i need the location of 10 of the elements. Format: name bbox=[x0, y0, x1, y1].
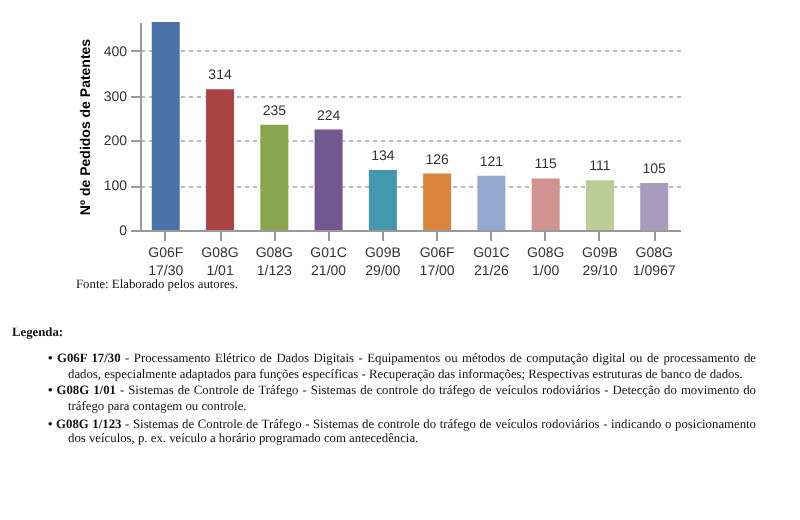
bar bbox=[640, 182, 669, 230]
bar bbox=[206, 89, 235, 230]
bar bbox=[314, 129, 343, 230]
bar bbox=[585, 180, 614, 230]
bar bbox=[260, 124, 289, 230]
bar bbox=[423, 173, 452, 230]
bar bbox=[151, 22, 180, 230]
bar bbox=[477, 175, 506, 230]
bar bbox=[531, 178, 560, 230]
bar bbox=[368, 169, 397, 230]
